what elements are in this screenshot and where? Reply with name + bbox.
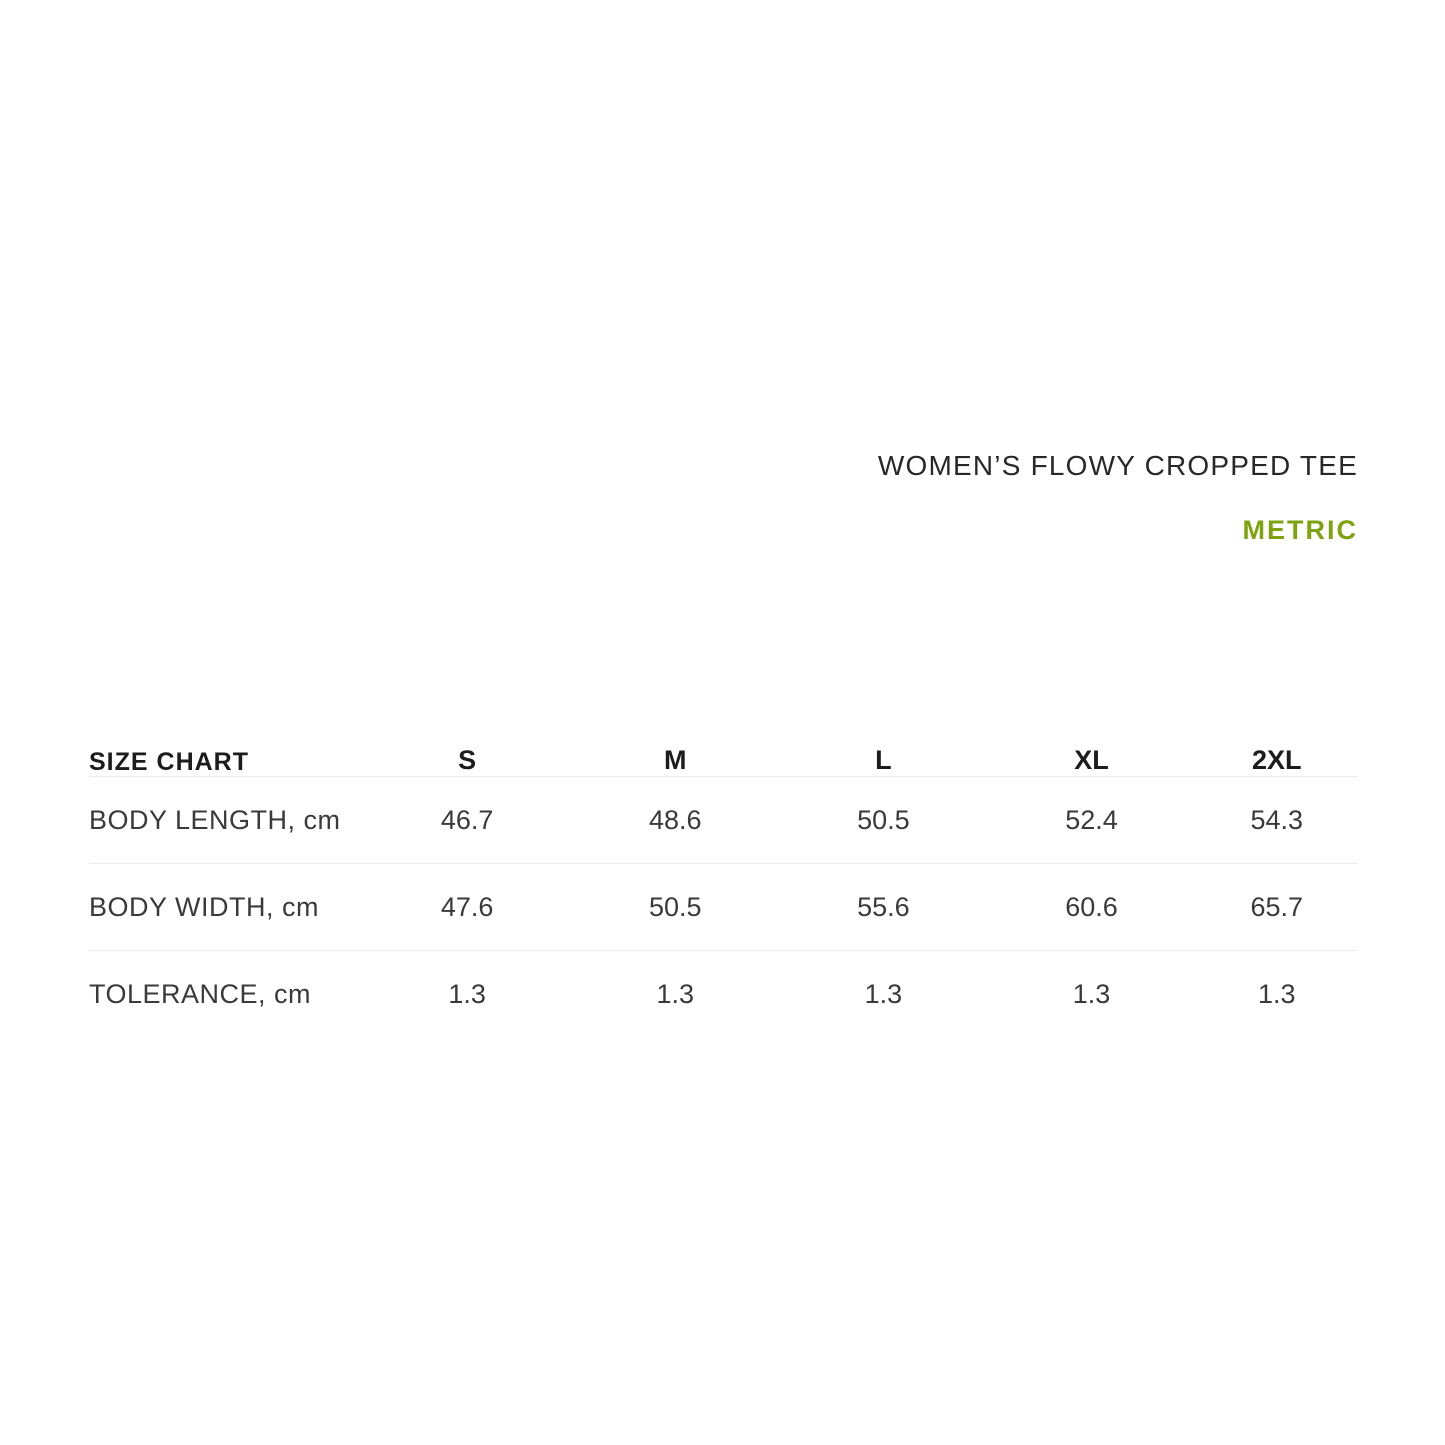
cell-body-length-s: 46.7 [363, 776, 572, 864]
cell-body-length-2xl: 54.3 [1195, 776, 1358, 864]
table-row-body-length: BODY LENGTH, cm 46.7 48.6 50.5 52.4 54.3 [89, 776, 1358, 864]
row-label-body-width: BODY WIDTH, cm [89, 863, 364, 951]
cell-tolerance-m: 1.3 [656, 978, 695, 1009]
cell-body-length-xl: 52.4 [987, 776, 1196, 864]
table-header-row: SIZE CHART S M L XL 2XL [89, 746, 1358, 777]
size-chart-table: SIZE CHART S M L XL 2XL BODY LENGTH, cm … [89, 746, 1358, 1037]
row-label-tolerance: TOLERANCE, cm [89, 978, 312, 1009]
cell-body-width-s: 47.6 [363, 863, 572, 951]
cell-body-length-l: 50.5 [779, 776, 988, 864]
table-row-body-width: BODY WIDTH, cm 47.6 50.5 55.6 60.6 65.7 [89, 863, 1358, 951]
column-header-l: L [779, 746, 988, 777]
column-header-m: M [571, 746, 780, 777]
cell-body-width-m: 50.5 [571, 863, 780, 951]
cell-tolerance-2xl: 1.3 [1257, 978, 1296, 1009]
column-header-xl: XL [987, 746, 1196, 777]
row-label-body-length: BODY LENGTH, cm [89, 776, 364, 864]
cell-tolerance-s: 1.3 [448, 978, 486, 1009]
units-toggle-metric[interactable]: METRIC [1242, 515, 1358, 545]
cell-tolerance-xl: 1.3 [1072, 978, 1111, 1009]
cell-body-width-2xl: 65.7 [1195, 863, 1358, 951]
cell-body-width-l: 55.6 [779, 863, 988, 951]
cell-body-width-xl: 60.6 [987, 863, 1196, 951]
cell-tolerance-l: 1.3 [864, 978, 903, 1009]
column-header-2xl: 2XL [1195, 746, 1358, 777]
size-chart-title: SIZE CHART [89, 746, 364, 777]
product-title: WOMEN’S FLOWY CROPPED TEE [877, 450, 1358, 481]
cell-body-length-m: 48.6 [571, 776, 780, 864]
column-header-s: S [363, 746, 572, 777]
table-row-tolerance: TOLERANCE, cm 1.3 1.3 1.3 1.3 1.3 [89, 951, 1358, 1038]
